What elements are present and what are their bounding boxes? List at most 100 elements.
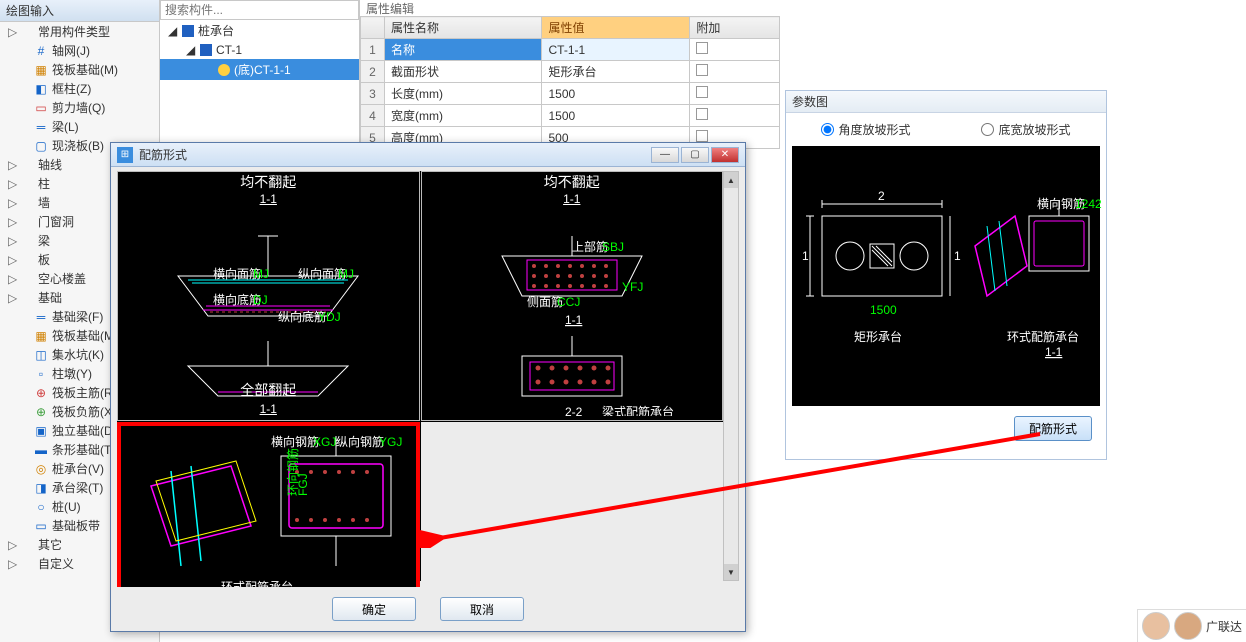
radio-bottom-input[interactable]	[981, 123, 994, 136]
checkbox-icon[interactable]	[696, 42, 708, 54]
param-button-row: 配筋形式	[786, 406, 1106, 441]
checkbox-icon[interactable]	[696, 64, 708, 76]
rebar-pattern-button[interactable]: 配筋形式	[1014, 416, 1092, 441]
tree-item-icon	[20, 178, 34, 190]
svg-text:MJ: MJ	[338, 267, 354, 281]
prop-value[interactable]: 矩形承台	[542, 61, 690, 83]
cell0b-title: 全部翻起	[118, 380, 419, 400]
svg-text:1: 1	[954, 249, 961, 263]
svg-text:MJ: MJ	[253, 267, 269, 281]
scroll-down-icon[interactable]: ▼	[724, 564, 738, 580]
tree-item-icon: ═	[34, 121, 48, 133]
param-view: 2 1 1 1500 矩形承台 横向钢筋 124200 环式配筋承台 1-1	[792, 146, 1100, 406]
property-panel: 属性编辑 属性名称 属性值 附加 1名称CT-1-12截面形状矩形承台3长度(m…	[360, 0, 780, 160]
svg-text:2: 2	[878, 189, 885, 203]
prop-name: 宽度(mm)	[385, 105, 542, 127]
tree-item-label: 承台梁(T)	[52, 479, 103, 496]
dialog-scrollbar[interactable]: ▲ ▼	[723, 171, 739, 581]
component-tree-item[interactable]: ◢CT-1	[160, 41, 359, 59]
table-row[interactable]: 3长度(mm)1500	[361, 83, 780, 105]
radio-angle-slope[interactable]: 角度放坡形式	[821, 121, 910, 138]
svg-text:SBJ: SBJ	[602, 240, 624, 254]
dialog-titlebar[interactable]: ⊞ 配筋形式 — ▢ ✕	[111, 143, 745, 167]
maximize-button[interactable]: ▢	[681, 147, 709, 163]
tree-item-label: 墙	[38, 194, 50, 211]
tree-item-label: 柱墩(Y)	[52, 365, 92, 382]
tree-item-label: 筏板负筋(X)	[52, 403, 116, 420]
checkbox-icon[interactable]	[696, 130, 708, 142]
tree-item-icon: ◫	[34, 349, 48, 361]
svg-text:1500: 1500	[870, 303, 897, 317]
scroll-up-icon[interactable]: ▲	[724, 172, 738, 188]
tree-item-label: 轴网(J)	[52, 42, 90, 59]
tree-item-label: 梁	[38, 232, 50, 249]
col-extra: 附加	[690, 17, 780, 39]
pattern-cell-0[interactable]: 均不翻起 1-1 横向面筋MJ 纵向面筋MJ 横向	[117, 171, 420, 421]
checkbox-icon[interactable]	[696, 86, 708, 98]
tree-item-label: 筏板基础(M)	[52, 61, 118, 78]
tree-item-label: 基础板带	[52, 517, 100, 534]
prop-value[interactable]: CT-1-1	[542, 39, 690, 61]
tree-item-label: 剪力墙(Q)	[52, 99, 105, 116]
minimize-button[interactable]: —	[651, 147, 679, 163]
tree-item-label: 空心楼盖	[38, 270, 86, 287]
checkbox-icon[interactable]	[696, 108, 708, 120]
avatar-icon	[1142, 612, 1170, 640]
tree-item[interactable]: ▦筏板基础(M)	[0, 60, 159, 79]
pattern-cell-1[interactable]: 均不翻起 1-1 上部筋SBJ 侧面筋CCJ YFJ 1-1	[421, 171, 724, 421]
prop-value[interactable]: 1500	[542, 83, 690, 105]
search-input[interactable]	[160, 0, 359, 20]
dialog-footer: 确定 取消	[111, 587, 745, 631]
cancel-button[interactable]: 取消	[440, 597, 524, 621]
tree-item-label: 梁(L)	[52, 118, 79, 135]
tree-item[interactable]: ═ 梁(L)	[0, 117, 159, 136]
radio-angle-input[interactable]	[821, 123, 834, 136]
tree-item-label: 集水坑(K)	[52, 346, 104, 363]
table-row[interactable]: 4宽度(mm)1500	[361, 105, 780, 127]
cell0b-sub: 1-1	[118, 402, 419, 416]
tree-item-label: 基础梁(F)	[52, 308, 103, 325]
svg-text:纵向钢筋: 纵向钢筋	[336, 434, 384, 449]
gear-icon	[218, 64, 230, 76]
tree-item-label: 筏板主筋(R)	[52, 384, 117, 401]
caret-icon: ▷	[8, 557, 16, 571]
prop-value[interactable]: 1500	[542, 105, 690, 127]
tree-item-label: 板	[38, 251, 50, 268]
cell0-sub: 1-1	[118, 192, 419, 206]
table-row[interactable]: 1名称CT-1-1	[361, 39, 780, 61]
tree-item[interactable]: ▷常用构件类型	[0, 22, 159, 41]
param-diagram-panel: 参数图 角度放坡形式 底宽放坡形式 2 1 1 1500 矩形承台	[785, 90, 1107, 460]
expand-icon: ◢	[186, 43, 196, 57]
tree-item-icon	[20, 539, 34, 551]
bottom-right-widget: 广联达	[1137, 609, 1246, 642]
tree-item[interactable]: ▭剪力墙(Q)	[0, 98, 159, 117]
component-tree-item[interactable]: (底)CT-1-1	[160, 59, 359, 80]
row-number: 1	[361, 39, 385, 61]
pattern-cell-selected[interactable]: 横向钢筋XGJ 纵向钢筋YGJ 环向钢筋 FGJ 环式配筋承台	[117, 422, 420, 602]
prop-extra[interactable]	[690, 61, 780, 83]
tree-item-icon: ═	[34, 311, 48, 323]
col-name: 属性名称	[385, 17, 542, 39]
component-tree-item[interactable]: ◢桩承台	[160, 20, 359, 41]
radio-bottom-slope[interactable]: 底宽放坡形式	[981, 121, 1070, 138]
svg-text:YDJ: YDJ	[318, 310, 341, 324]
prop-extra[interactable]	[690, 105, 780, 127]
table-row[interactable]: 2截面形状矩形承台	[361, 61, 780, 83]
dialog-title-text: 配筋形式	[139, 146, 187, 163]
tree-item-icon	[20, 216, 34, 228]
left-sidebar-title: 绘图输入	[0, 0, 159, 22]
ok-button[interactable]: 确定	[332, 597, 416, 621]
svg-text:YGJ: YGJ	[379, 435, 402, 449]
tree-item[interactable]: ◧框柱(Z)	[0, 79, 159, 98]
prop-extra[interactable]	[690, 39, 780, 61]
tree-item-label: 基础	[38, 289, 62, 306]
prop-name: 名称	[385, 39, 542, 61]
close-button[interactable]: ✕	[711, 147, 739, 163]
tree-item-icon: ▣	[34, 425, 48, 437]
rebar-pattern-dialog: ⊞ 配筋形式 — ▢ ✕ 均不翻起 1-1	[110, 142, 746, 632]
cube-icon	[182, 25, 194, 37]
radio-angle-label: 角度放坡形式	[838, 121, 910, 138]
tree-item-icon	[20, 26, 34, 38]
prop-extra[interactable]	[690, 83, 780, 105]
tree-item[interactable]: #轴网(J)	[0, 41, 159, 60]
